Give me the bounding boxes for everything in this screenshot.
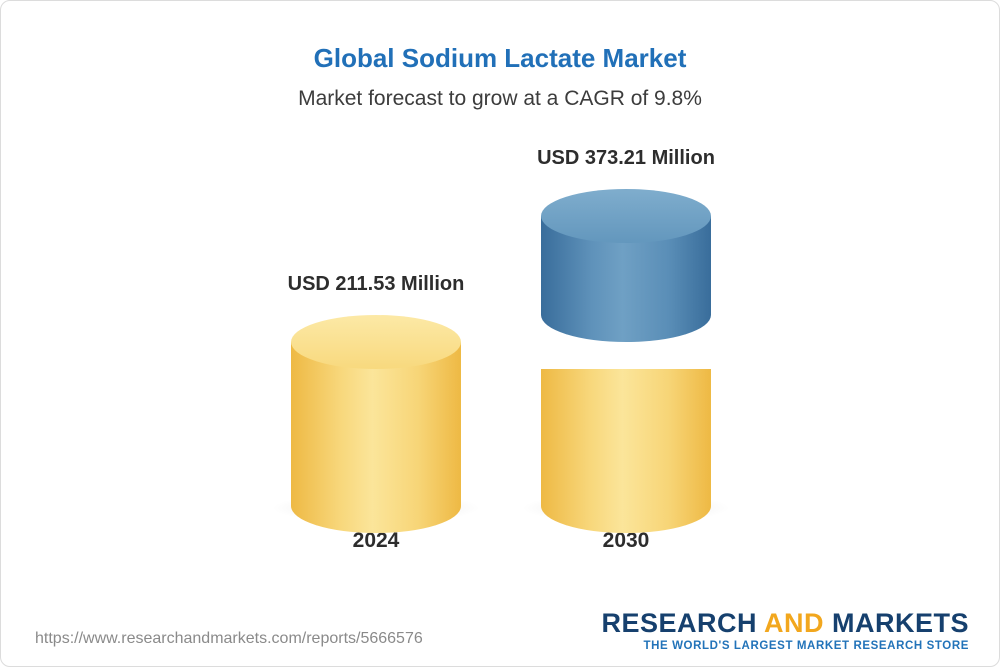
x-label-2024: 2024 xyxy=(352,529,400,552)
brand-word-research: RESEARCH xyxy=(601,607,757,638)
brand-logo[interactable]: RESEARCH AND MARKETS THE WORLD'S LARGEST… xyxy=(601,607,969,652)
page-title: Global Sodium Lactate Market xyxy=(313,43,687,73)
brand-logo-wordmark: RESEARCH AND MARKETS xyxy=(601,607,969,638)
brand-word-and: AND xyxy=(763,607,824,638)
bar-2030-base-segment xyxy=(541,369,711,533)
brand-tagline: THE WORLD'S LARGEST MARKET RESEARCH STOR… xyxy=(643,640,969,652)
brand-word-markets: MARKETS xyxy=(832,607,969,638)
report-url-link[interactable]: https://www.researchandmarkets.com/repor… xyxy=(35,630,423,647)
bar-2024-top-cap xyxy=(291,315,461,369)
value-label-2024: USD 211.53 Million xyxy=(287,273,465,295)
bar-2024-body xyxy=(291,342,461,533)
x-label-2030: 2030 xyxy=(602,529,650,552)
footer: https://www.researchandmarkets.com/repor… xyxy=(35,607,969,652)
bar-2030-top-cap xyxy=(541,189,711,243)
bar-2024 xyxy=(291,315,461,533)
page-subtitle: Market forecast to grow at a CAGR of 9.8… xyxy=(298,87,702,110)
bar-2030 xyxy=(541,189,711,533)
value-label-2030: USD 373.21 Million xyxy=(537,147,715,169)
